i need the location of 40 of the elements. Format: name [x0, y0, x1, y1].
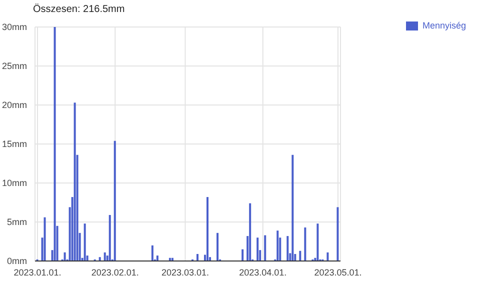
y-tick-label: 0mm — [7, 256, 27, 266]
bar — [74, 102, 76, 261]
x-tick-label: 2023.04.01. — [239, 267, 287, 278]
y-tick-label: 30mm — [2, 22, 27, 32]
bar — [104, 252, 106, 261]
bar — [242, 249, 244, 261]
y-tick-label: 15mm — [2, 139, 27, 150]
chart-title: Összesen: 216.5mm — [33, 4, 125, 15]
bar — [196, 254, 198, 261]
bar — [264, 235, 266, 261]
bar — [286, 236, 289, 261]
bar — [299, 250, 302, 261]
y-tick-label: 10mm — [2, 178, 27, 188]
y-tick-label: 20mm — [2, 100, 27, 110]
y-tick-label: 5mm — [7, 217, 27, 228]
bar — [151, 245, 154, 261]
bar — [326, 252, 329, 261]
bar — [336, 207, 339, 261]
x-tick-label: 2023.05.01. — [314, 267, 362, 278]
bar — [54, 27, 56, 261]
bar — [249, 203, 252, 261]
bar — [114, 140, 116, 261]
bar — [98, 257, 101, 261]
bar — [276, 230, 279, 261]
bar — [304, 227, 306, 261]
bar — [156, 256, 158, 261]
bar — [64, 252, 66, 261]
bar — [292, 154, 294, 261]
x-tick-label: 2023.02.01. — [91, 267, 139, 278]
bar — [206, 197, 209, 261]
bar — [44, 217, 46, 261]
legend-label: Mennyiség — [422, 20, 466, 30]
bar — [108, 214, 111, 261]
bar — [316, 224, 319, 261]
x-tick-label: 2023.01.01. — [14, 267, 62, 278]
x-tick-label: 2023.03.01. — [161, 267, 210, 278]
y-tick-label: 25mm — [2, 61, 27, 72]
bar — [256, 238, 259, 261]
bar — [84, 224, 86, 261]
bar — [216, 232, 219, 261]
